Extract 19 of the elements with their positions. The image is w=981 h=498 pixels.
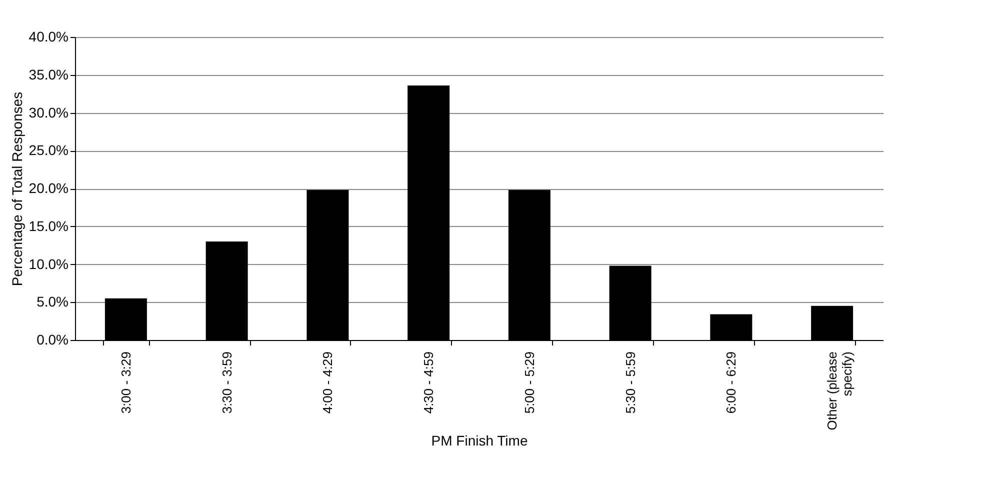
x-tick-label: 5:00 - 5:29 xyxy=(522,352,537,414)
x-tick-label: 4:00 - 4:29 xyxy=(320,352,336,414)
y-tick-label: 15.0% xyxy=(28,218,68,234)
y-tick-label: 25.0% xyxy=(28,142,68,158)
x-tick-label: Other (please specify) xyxy=(824,352,855,430)
x-axis-title: PM Finish Time xyxy=(431,432,528,448)
y-tick-label: 0.0% xyxy=(36,332,68,348)
x-tick-label: 6:00 - 6:29 xyxy=(724,352,739,414)
y-tick-label: 40.0% xyxy=(28,28,68,44)
y-tick-label: 10.0% xyxy=(28,256,68,272)
y-tick-label: 5.0% xyxy=(36,294,68,310)
y-tick-label: 30.0% xyxy=(28,104,68,120)
y-tick-label: 35.0% xyxy=(28,66,68,82)
x-tick-label: 3:30 - 3:59 xyxy=(219,352,234,414)
x-tick-label: 5:30 - 5:59 xyxy=(622,352,638,414)
x-tick-label: 4:30 - 4:59 xyxy=(421,352,436,414)
x-tick-label: 3:00 - 3:29 xyxy=(118,352,134,414)
y-axis-title: Percentage of Total Responses xyxy=(8,92,25,286)
y-tick-label: 20.0% xyxy=(28,180,68,196)
